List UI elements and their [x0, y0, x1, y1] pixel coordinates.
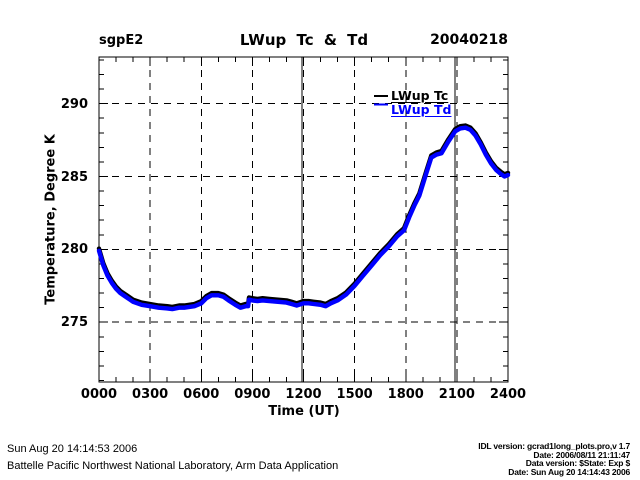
- x-tick-label: 1800: [387, 387, 424, 402]
- footer-meta-line: Date: 2006/08/11 21:11:47: [533, 449, 630, 460]
- x-tick-label: 1200: [285, 387, 322, 402]
- series-lwup-td: [96, 125, 511, 312]
- x-tick-label: 0900: [234, 387, 271, 402]
- x-tick-label: 2100: [438, 387, 475, 402]
- footer-meta: IDL version: gcrad1long_plots.pro,v 1.7 …: [478, 442, 630, 476]
- x-tick-label: 0300: [132, 387, 169, 402]
- footer-meta-line: IDL version: gcrad1long_plots.pro,v 1.7: [478, 441, 630, 451]
- date-label: 20040218: [430, 32, 508, 48]
- x-tick-label: 1500: [336, 387, 373, 402]
- footer-timestamp: Sun Aug 20 14:14:53 2006: [7, 443, 138, 455]
- y-tick-label: 285: [60, 169, 88, 185]
- site-label: sgpE2: [99, 33, 144, 48]
- y-tick-label: 275: [60, 315, 88, 331]
- footer-organization: Battelle Pacific Northwest National Labo…: [7, 460, 339, 472]
- x-axis-title: Time (UT): [268, 404, 340, 419]
- y-tick-label: 290: [60, 96, 88, 112]
- x-tick-label: 0600: [183, 387, 220, 402]
- chart-title: LWup Tc & Td: [239, 31, 369, 49]
- legend-label-lwup-td: LWup Td: [391, 102, 452, 117]
- y-tick-label: 280: [60, 242, 88, 258]
- x-tick-label: 2400: [489, 387, 527, 402]
- x-tick-label: 0000: [80, 387, 118, 402]
- legend-label-lwup-tc: LWup Tc: [391, 88, 449, 103]
- footer-meta-line: Data version: $State: Exp $: [525, 458, 630, 469]
- footer-meta-line: Date: Sun Aug 20 14:14:43 2006: [508, 466, 630, 477]
